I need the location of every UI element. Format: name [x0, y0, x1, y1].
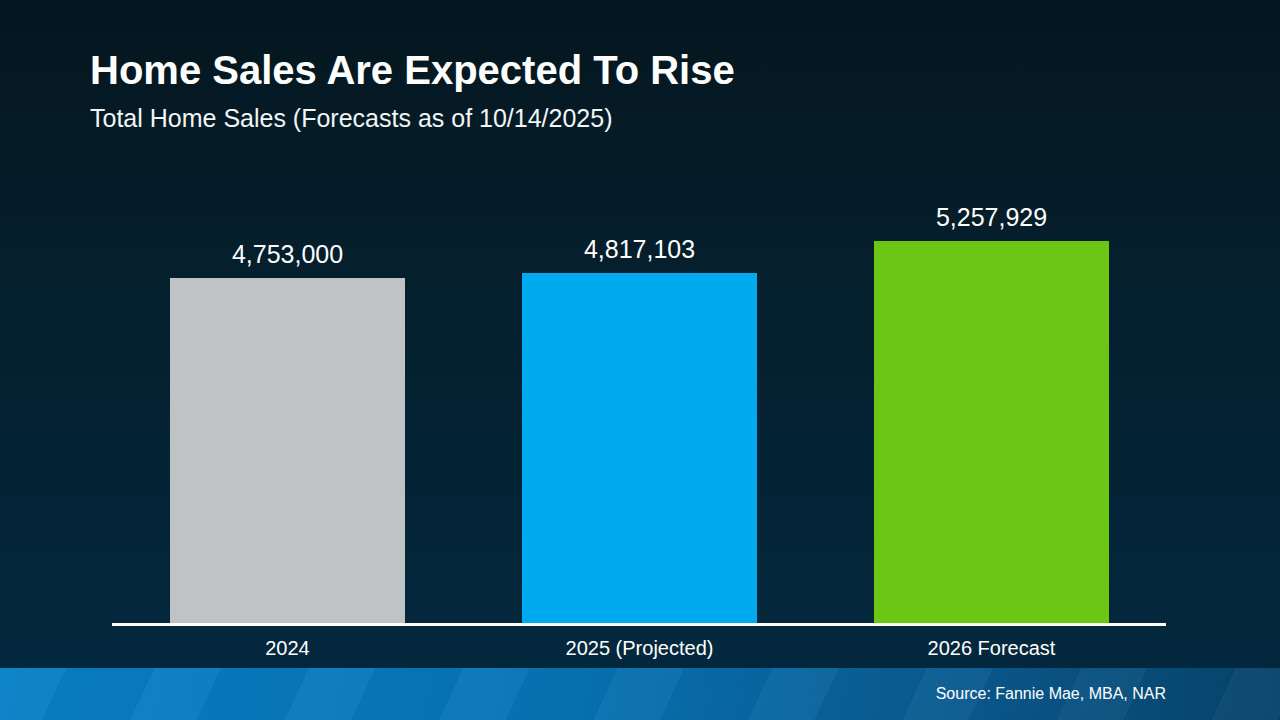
bar-group-2024: 4,753,000 — [170, 240, 405, 623]
bar-value-label: 4,817,103 — [584, 235, 695, 264]
bar-value-label: 4,753,000 — [232, 240, 343, 269]
x-axis-label-2025-projected: 2025 (Projected) — [522, 637, 757, 660]
bar-chart: 4,753,000 4,817,103 5,257,929 2024 2025 … — [0, 0, 1280, 720]
footer-bar: Source: Fannie Mae, MBA, NAR — [0, 668, 1280, 720]
bar-value-label: 5,257,929 — [936, 203, 1047, 232]
source-attribution: Source: Fannie Mae, MBA, NAR — [936, 685, 1280, 703]
bar-2024 — [170, 278, 405, 623]
bar-group-2026-forecast: 5,257,929 — [874, 203, 1109, 623]
bar-2025-projected — [522, 273, 757, 623]
x-axis-label-2024: 2024 — [170, 637, 405, 660]
x-axis-line — [112, 623, 1166, 626]
x-axis-label-2026-forecast: 2026 Forecast — [874, 637, 1109, 660]
slide-background: Home Sales Are Expected To Rise Total Ho… — [0, 0, 1280, 720]
bar-2026-forecast — [874, 241, 1109, 623]
bar-group-2025-projected: 4,817,103 — [522, 235, 757, 623]
